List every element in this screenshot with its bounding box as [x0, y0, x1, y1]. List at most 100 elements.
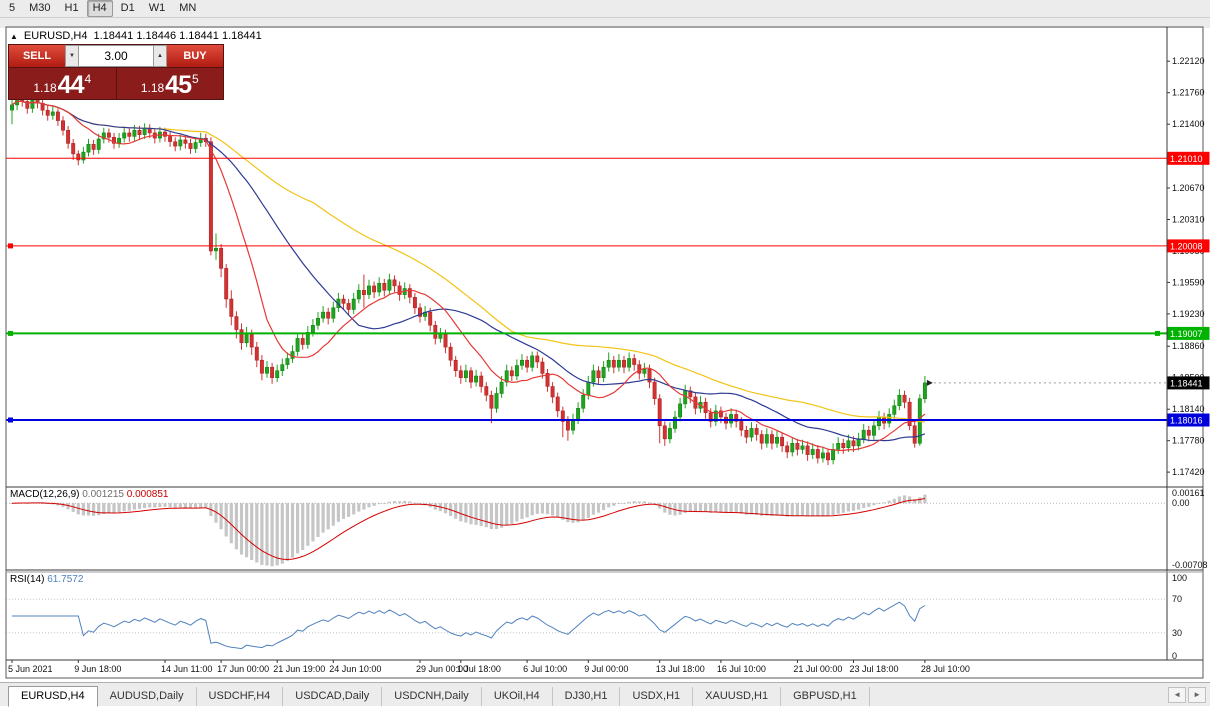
macd-label: MACD(12,26,9) 0.001215 0.000851 [10, 489, 168, 500]
timeframe-toolbar: 5 M30 H1 H4 D1 W1 MN [0, 0, 1210, 18]
chart-border [5, 26, 1204, 679]
price-tick-label: 1.18860 [1172, 341, 1205, 351]
window-top-strip [0, 18, 1210, 28]
axis-label-1.20008: 1.20008 [1167, 239, 1210, 253]
axis-label-1.18016: 1.18016 [1167, 413, 1210, 427]
sell-price-prefix: 1.18 [33, 81, 57, 95]
sell-button[interactable]: SELL [9, 45, 65, 67]
chart-tab-usdcnh-daily[interactable]: USDCNH,Daily [382, 687, 482, 706]
sell-price-sup: 4 [84, 72, 92, 86]
price-tick-label: 1.19230 [1172, 309, 1205, 319]
tab-scroll-arrows: ◄ ► [1168, 687, 1206, 703]
date-axis[interactable]: 5 Jun 2021 9 Jun 18:00 14 Jun 11:00 17 Jun … [8, 660, 970, 674]
macd-signal-line [11, 498, 925, 561]
chart-tab-dj30-h1[interactable]: DJ30,H1 [553, 687, 621, 706]
rsi-axis-label: 0 [1172, 651, 1177, 661]
price-tick-label: 1.21760 [1172, 88, 1205, 98]
rsi-line [12, 601, 926, 650]
svg-text:1.18441: 1.18441 [1170, 378, 1203, 388]
ma-line-60 [11, 100, 925, 423]
trade-prices-row: 1.18 44 4 1.18 45 5 [9, 67, 223, 99]
sell-price-big: 44 [57, 71, 85, 99]
rsi-value: 61.7572 [47, 574, 84, 585]
date-tick-label: 23 Jul 18:00 [850, 664, 899, 674]
volume-up-button[interactable]: ▲ [153, 45, 167, 67]
date-tick-label: 16 Jul 10:00 [717, 664, 766, 674]
timeframe-button-d1[interactable]: D1 [120, 2, 135, 14]
svg-text:1.18016: 1.18016 [1170, 416, 1203, 426]
date-tick-label: 29 Jun 00:00 [416, 664, 468, 674]
svg-text:1.19007: 1.19007 [1170, 329, 1203, 339]
chart-symbol: EURUSD,H4 [23, 30, 88, 42]
rsi-axis-label: 100 [1172, 573, 1187, 583]
price-tick-label: 1.22120 [1172, 56, 1205, 66]
svg-text:1.21010: 1.21010 [1170, 154, 1203, 164]
axis-label-current-price: 1.18441 [1167, 376, 1210, 390]
macd-axis-label: -0.00708 [1172, 560, 1208, 570]
chart-tab-xauusd-h1[interactable]: XAUUSD,H1 [693, 687, 782, 706]
timeframe-button-h1[interactable]: H1 [64, 2, 79, 14]
chart-tab-audusd-daily[interactable]: AUDUSD,Daily [98, 687, 197, 706]
buy-price-big: 45 [165, 71, 192, 99]
ma-line-12 [11, 100, 926, 452]
chart-tab-eurusd-h4[interactable]: EURUSD,H4 [8, 686, 98, 707]
date-tick-label: 9 Jun 18:00 [74, 664, 121, 674]
price-tick-label: 1.18140 [1172, 404, 1205, 414]
date-tick-label: 9 Jul 00:00 [584, 664, 628, 674]
axis-label-1.19007: 1.19007 [1167, 326, 1210, 340]
macd-axis-label: 0.00161 [1172, 488, 1205, 498]
timeframe-button-h4[interactable]: H4 [86, 0, 113, 17]
macd-axis-label: 0.00 [1172, 498, 1190, 508]
one-click-trading-panel: SELL ▼ ▲ BUY 1.18 44 4 1.18 45 5 [8, 44, 224, 100]
date-tick-label: 21 Jul 00:00 [793, 664, 842, 674]
tab-scroll-left-icon[interactable]: ◄ [1168, 687, 1187, 703]
buy-price-prefix: 1.18 [140, 81, 165, 95]
volume-input[interactable] [79, 45, 153, 67]
tab-scroll-right-icon[interactable]: ► [1188, 687, 1206, 703]
price-tick-label: 1.20670 [1172, 183, 1205, 193]
timeframe-button-w1[interactable]: W1 [148, 2, 166, 14]
timeframe-button-mn[interactable]: MN [179, 2, 197, 14]
macd-histogram [10, 494, 927, 567]
date-tick-label: 28 Jul 10:00 [921, 664, 970, 674]
chart-title: ▲ EURUSD,H4 1.18441 1.18446 1.18441 1.18… [10, 30, 262, 42]
macd-value-signal: 0.000851 [126, 489, 169, 500]
price-tick-label: 1.17780 [1172, 436, 1205, 446]
chart-tab-usdcad-daily[interactable]: USDCAD,Daily [283, 687, 383, 706]
volume-down-button[interactable]: ▼ [65, 45, 79, 67]
price-tick-label: 1.20310 [1172, 215, 1205, 225]
macd-name: MACD(12,26,9) [10, 489, 80, 500]
axis-label-1.21010: 1.21010 [1167, 151, 1210, 165]
date-tick-label: 21 Jun 19:00 [273, 664, 325, 674]
chart-tabs-bar: EURUSD,H4 AUDUSD,Daily USDCHF,H4 USDCAD,Dai… [0, 682, 1210, 707]
timeframe-button-m30[interactable]: M30 [29, 2, 51, 14]
chart-tab-usdchf-h4[interactable]: USDCHF,H4 [197, 687, 284, 706]
date-tick-label: 24 Jun 10:00 [329, 664, 381, 674]
date-tick-label: 13 Jul 18:00 [656, 664, 705, 674]
candles-layer [10, 84, 927, 466]
rsi-axis-label: 30 [1172, 628, 1182, 638]
price-tick-label: 1.21400 [1172, 119, 1205, 129]
date-tick-label: 6 Jul 10:00 [523, 664, 567, 674]
rsi-name: RSI(14) [10, 574, 45, 585]
ma-line-30 [11, 100, 926, 442]
current-price-marker-icon [926, 379, 933, 386]
trade-controls-row: SELL ▼ ▲ BUY [9, 45, 223, 67]
sell-price[interactable]: 1.18 44 4 [9, 68, 116, 99]
chart-tab-ukoil-h4[interactable]: UKOil,H4 [482, 687, 553, 706]
date-tick-label: 1 Jul 18:00 [457, 664, 501, 674]
chart-tab-gbpusd-h1[interactable]: GBPUSD,H1 [781, 687, 870, 706]
date-tick-label: 14 Jun 11:00 [161, 664, 212, 674]
date-tick-label: 5 Jun 2021 [8, 664, 53, 674]
timeframe-button-5[interactable]: 5 [9, 2, 16, 14]
rsi-axis-label: 70 [1172, 594, 1182, 604]
buy-price-sup: 5 [191, 72, 199, 86]
buy-price[interactable]: 1.18 45 5 [115, 68, 224, 99]
one-click-toggle-icon[interactable]: ▲ [10, 31, 18, 41]
buy-button[interactable]: BUY [167, 45, 223, 67]
chart-tab-usdx-h1[interactable]: USDX,H1 [620, 687, 694, 706]
date-tick-label: 17 Jun 00:00 [217, 664, 269, 674]
